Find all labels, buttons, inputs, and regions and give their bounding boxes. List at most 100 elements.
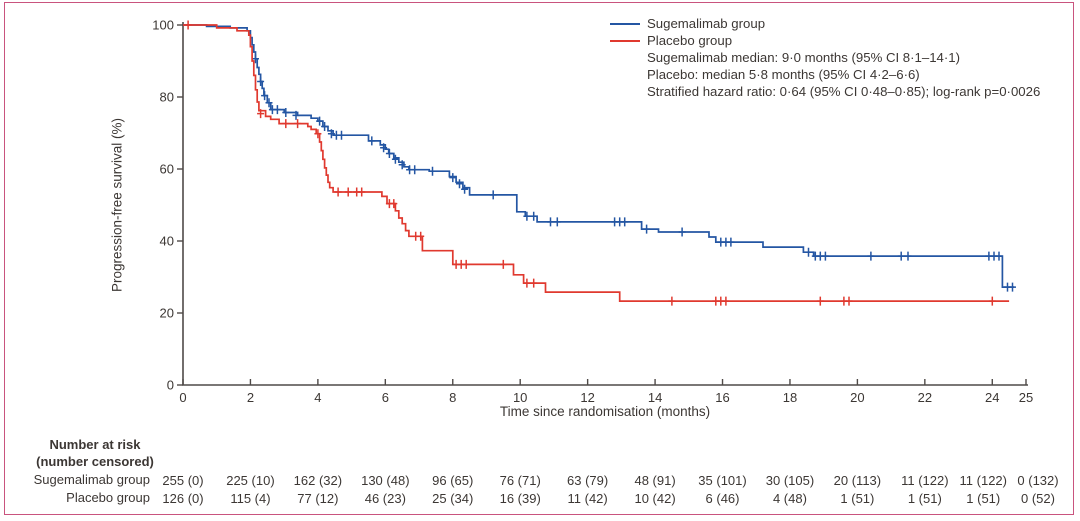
censor-mark xyxy=(449,173,457,183)
censor-mark xyxy=(995,251,1003,261)
censor-mark xyxy=(429,166,436,176)
censor-mark xyxy=(338,130,345,140)
y-tick-label: 20 xyxy=(160,306,174,321)
risk-value-cell: 6 (46) xyxy=(705,491,740,506)
censor-mark xyxy=(867,251,875,261)
censor-mark xyxy=(461,184,469,194)
risk-value-cell: 130 (48) xyxy=(361,473,410,488)
censor-mark xyxy=(1009,282,1016,292)
censor-mark xyxy=(727,237,735,247)
censor-mark xyxy=(292,110,300,120)
legend-label-sugemalimab: Sugemalimab group xyxy=(647,16,766,31)
censor-mark xyxy=(282,119,290,129)
censor-mark xyxy=(456,179,463,189)
km-curve-sugemalimab xyxy=(183,24,1015,288)
y-tick-label: 80 xyxy=(160,90,174,105)
censor-mark xyxy=(523,211,531,221)
risk-value-cell: 48 (91) xyxy=(634,473,676,488)
censor-mark xyxy=(805,247,812,257)
x-tick-label: 12 xyxy=(580,390,594,405)
risk-value-cell: 162 (32) xyxy=(293,473,343,488)
censor-mark xyxy=(988,296,996,306)
risk-value-cell: 115 (4) xyxy=(230,491,271,506)
risk-value-cell: 255 (0) xyxy=(162,473,204,488)
risk-value-cell: 96 (65) xyxy=(432,473,474,488)
x-tick-label: 22 xyxy=(918,390,932,405)
censor-mark xyxy=(398,160,406,170)
x-tick-label: 14 xyxy=(648,390,662,405)
annotation-hazard-ratio: Stratified hazard ratio: 0·64 (95% CI 0·… xyxy=(647,84,1041,99)
risk-value-cell: 0 (132) xyxy=(1017,473,1059,488)
censor-mark xyxy=(816,296,824,306)
risk-value-cell: 11 (122) xyxy=(959,473,1007,488)
censor-mark xyxy=(553,217,561,227)
censor-mark xyxy=(417,231,425,241)
censor-mark xyxy=(316,116,324,126)
censor-mark xyxy=(643,224,651,234)
censor-mark xyxy=(845,296,853,306)
risk-table-header-line1: Number at risk xyxy=(49,437,141,452)
risk-value-cell: 1 (51) xyxy=(966,491,1001,506)
risk-value-cell: 126 (0) xyxy=(162,491,204,506)
censor-mark xyxy=(390,199,398,209)
censor-mark xyxy=(265,98,273,108)
risk-value-cell: 10 (42) xyxy=(634,491,676,506)
censor-mark xyxy=(321,122,329,131)
censor-mark xyxy=(334,187,342,197)
censor-mark xyxy=(385,149,393,158)
risk-value-cell: 0 (52) xyxy=(1021,491,1055,506)
x-tick-label: 16 xyxy=(715,390,729,405)
censor-mark xyxy=(678,227,686,237)
censor-mark xyxy=(273,105,281,115)
y-tick-label: 0 xyxy=(167,378,174,393)
risk-value-cell: 1 (51) xyxy=(907,491,942,506)
censor-mark xyxy=(523,278,531,288)
risk-value-cell: 11 (122) xyxy=(901,473,949,488)
censor-mark xyxy=(499,259,507,269)
censor-mark xyxy=(821,251,829,261)
risk-value-cell: 25 (34) xyxy=(432,491,474,506)
x-tick-label: 24 xyxy=(985,390,999,405)
censor-mark xyxy=(530,278,538,288)
x-tick-label: 25 xyxy=(1019,390,1033,405)
risk-value-cell: 16 (39) xyxy=(499,491,541,506)
risk-value-cell: 20 (113) xyxy=(833,473,882,488)
legend-item-sugemalimab: Sugemalimab group xyxy=(610,15,1040,32)
censor-mark xyxy=(530,211,538,221)
risk-value-cell: 46 (23) xyxy=(364,491,406,506)
censor-mark xyxy=(252,54,259,64)
legend-line-icon-sugemalimab xyxy=(610,22,640,25)
legend-line-icon-placebo xyxy=(610,39,640,42)
risk-row-label-placebo: Placebo group xyxy=(66,490,150,505)
censor-mark xyxy=(184,20,192,30)
censor-mark xyxy=(314,129,322,139)
risk-value-cell: 11 (42) xyxy=(567,491,608,506)
censor-mark xyxy=(489,190,497,200)
censor-mark xyxy=(294,119,302,129)
y-tick-label: 40 xyxy=(160,234,174,249)
censor-mark xyxy=(327,129,335,139)
censor-mark xyxy=(391,154,399,164)
risk-value-cell: 77 (12) xyxy=(297,491,339,506)
legend-label-placebo: Placebo group xyxy=(647,33,733,48)
annotation-sugemalimab-median: Sugemalimab median: 9·0 months (95% CI 8… xyxy=(647,50,960,65)
censor-mark xyxy=(411,165,419,175)
censor-mark xyxy=(358,187,366,197)
censor-mark xyxy=(897,251,905,261)
censor-mark xyxy=(257,109,265,119)
x-tick-label: 20 xyxy=(850,390,864,405)
annotation-placebo-median: Placebo: median 5·8 months (95% CI 4·2–6… xyxy=(647,67,920,82)
risk-value-cell: 1 (51) xyxy=(840,491,875,506)
censor-mark xyxy=(668,296,676,306)
censor-mark xyxy=(621,217,629,227)
legend: Sugemalimab group Placebo group Sugemali… xyxy=(610,15,1040,100)
y-tick-label: 60 xyxy=(160,162,174,177)
censor-mark xyxy=(547,217,554,227)
risk-row-label-sugemalimab: Sugemalimab group xyxy=(33,472,150,487)
censor-mark xyxy=(722,296,730,306)
risk-value-cell: 76 (71) xyxy=(499,473,541,488)
censor-mark xyxy=(344,187,352,197)
